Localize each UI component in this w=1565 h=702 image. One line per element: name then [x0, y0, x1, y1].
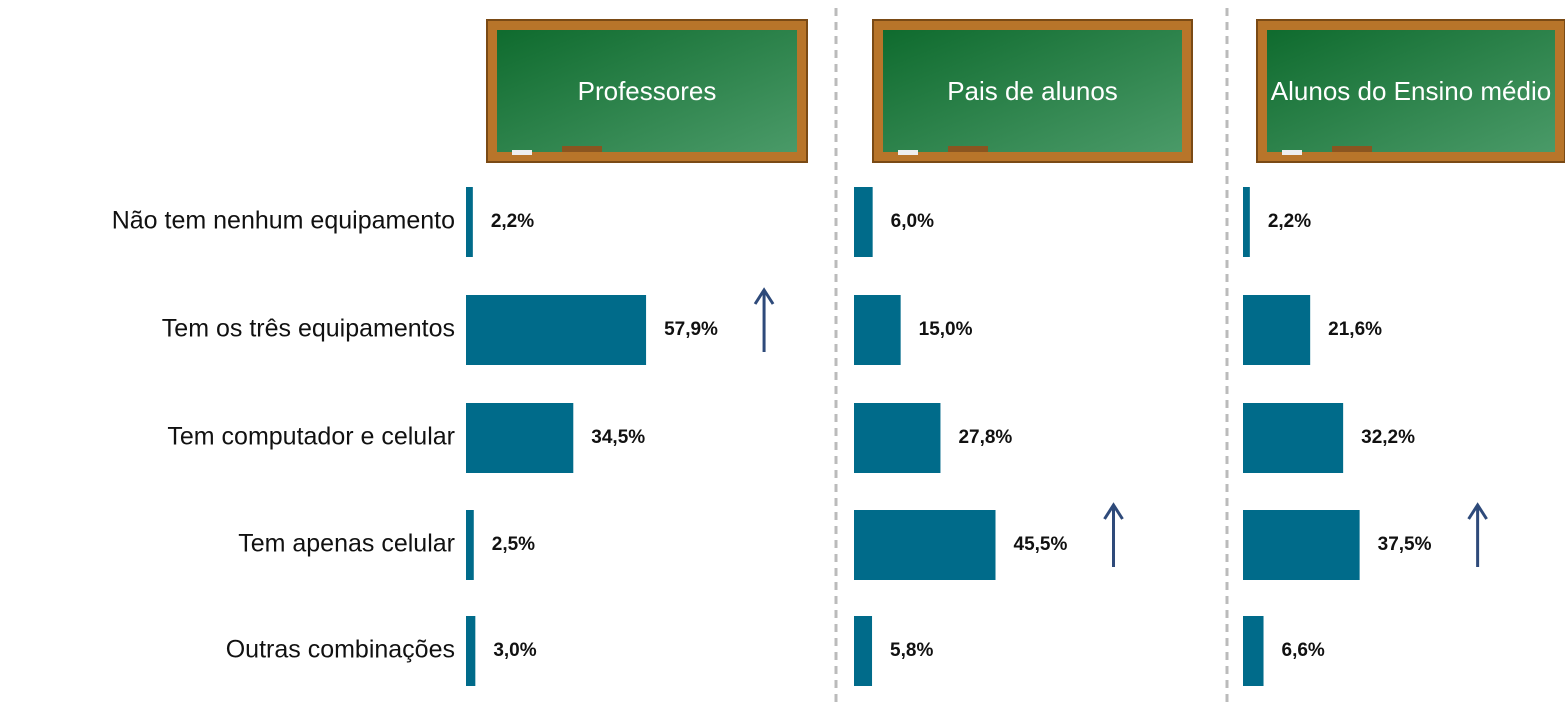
arrow: [1105, 505, 1123, 567]
bar: [854, 403, 940, 473]
value-label: 37,5%: [1378, 534, 1432, 555]
category-label: Tem os três equipamentos: [162, 315, 455, 343]
value-label: 3,0%: [493, 640, 536, 661]
arrow: [1469, 505, 1487, 567]
bar: [466, 403, 573, 473]
value-label: 2,5%: [492, 534, 535, 555]
panel-title: Alunos do Ensino médio: [1269, 30, 1553, 152]
board-title-box: Professores: [499, 30, 795, 152]
value-label: 34,5%: [591, 427, 645, 448]
bar: [854, 187, 873, 257]
value-label: 6,6%: [1282, 640, 1325, 661]
bar: [854, 616, 872, 686]
bar: [466, 616, 475, 686]
value-label: 2,2%: [491, 211, 534, 232]
panel-title: Professores: [499, 30, 795, 152]
bar: [1243, 510, 1360, 580]
value-label: 32,2%: [1361, 427, 1415, 448]
category-label: Não tem nenhum equipamento: [112, 207, 455, 235]
arrow: [755, 290, 773, 352]
board-title-box: Pais de alunos: [885, 30, 1180, 152]
value-label: 5,8%: [890, 640, 933, 661]
value-label: 57,9%: [664, 319, 718, 340]
value-label: 2,2%: [1268, 211, 1311, 232]
value-label: 27,8%: [958, 427, 1012, 448]
bar: [854, 295, 901, 365]
bar: [1243, 295, 1310, 365]
bar: [1243, 616, 1264, 686]
value-label: 6,0%: [891, 211, 934, 232]
board-title-box: Alunos do Ensino médio: [1269, 30, 1553, 152]
value-label: 15,0%: [919, 319, 973, 340]
category-label: Outras combinações: [226, 636, 455, 664]
bar: [466, 187, 473, 257]
value-label: 45,5%: [1014, 534, 1068, 555]
bar: [466, 510, 474, 580]
category-label: Tem apenas celular: [238, 530, 455, 558]
panel-title: Pais de alunos: [885, 30, 1180, 152]
chart: Professores Não tem nenhum equipamento 2,2…: [0, 0, 1565, 702]
category-label: Tem computador e celular: [167, 423, 455, 451]
value-label: 21,6%: [1328, 319, 1382, 340]
bar: [1243, 187, 1250, 257]
bar: [1243, 403, 1343, 473]
bar: [466, 295, 646, 365]
bar: [854, 510, 996, 580]
